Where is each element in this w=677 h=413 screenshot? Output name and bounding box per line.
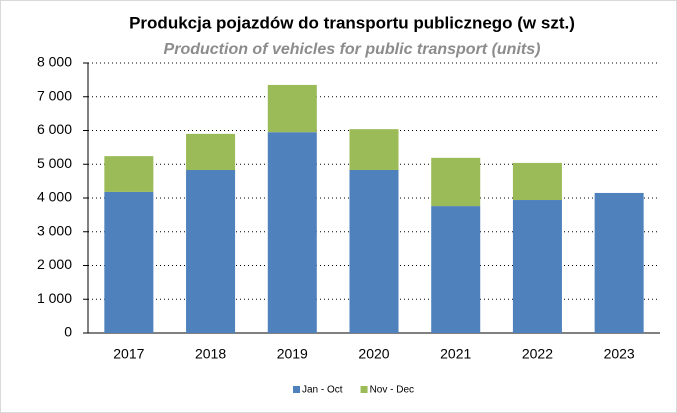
bar xyxy=(594,192,644,333)
y-tick-label: 0 xyxy=(64,324,72,340)
bar xyxy=(349,129,399,170)
bar xyxy=(349,169,399,333)
bar xyxy=(267,132,317,333)
y-tick-label: 4 000 xyxy=(37,189,72,205)
x-tick-label: 2021 xyxy=(440,346,471,362)
legend-swatch xyxy=(360,386,368,393)
x-tick-label: 2020 xyxy=(358,346,389,362)
legend-label: Jan - Oct xyxy=(302,385,343,396)
bar xyxy=(186,133,236,170)
legend-label: Nov - Dec xyxy=(370,385,414,396)
chart-subtitle: Production of vehicles for public transp… xyxy=(164,41,541,58)
y-tick-label: 2 000 xyxy=(37,256,72,272)
x-tick-label: 2017 xyxy=(113,346,144,362)
bar xyxy=(104,191,154,333)
bar xyxy=(512,200,562,333)
bar xyxy=(267,84,317,133)
y-tick-label: 7 000 xyxy=(37,87,72,103)
x-tick-label: 2018 xyxy=(195,346,226,362)
y-tick-label: 6 000 xyxy=(37,121,72,137)
bar xyxy=(104,156,154,192)
y-tick-label: 1 000 xyxy=(37,290,72,306)
chart-title: Produkcja pojazdów do transportu publicz… xyxy=(129,13,575,32)
bar xyxy=(431,157,481,207)
legend-swatch xyxy=(293,386,300,393)
y-tick-label: 5 000 xyxy=(37,155,72,171)
y-tick-label: 3 000 xyxy=(37,222,72,238)
x-tick-label: 2023 xyxy=(604,346,635,362)
x-tick-label: 2022 xyxy=(522,346,553,362)
bar xyxy=(512,162,562,201)
bar xyxy=(431,206,481,333)
x-tick-label: 2019 xyxy=(277,346,308,362)
y-tick-label: 8 000 xyxy=(37,54,72,70)
bar xyxy=(186,169,236,333)
